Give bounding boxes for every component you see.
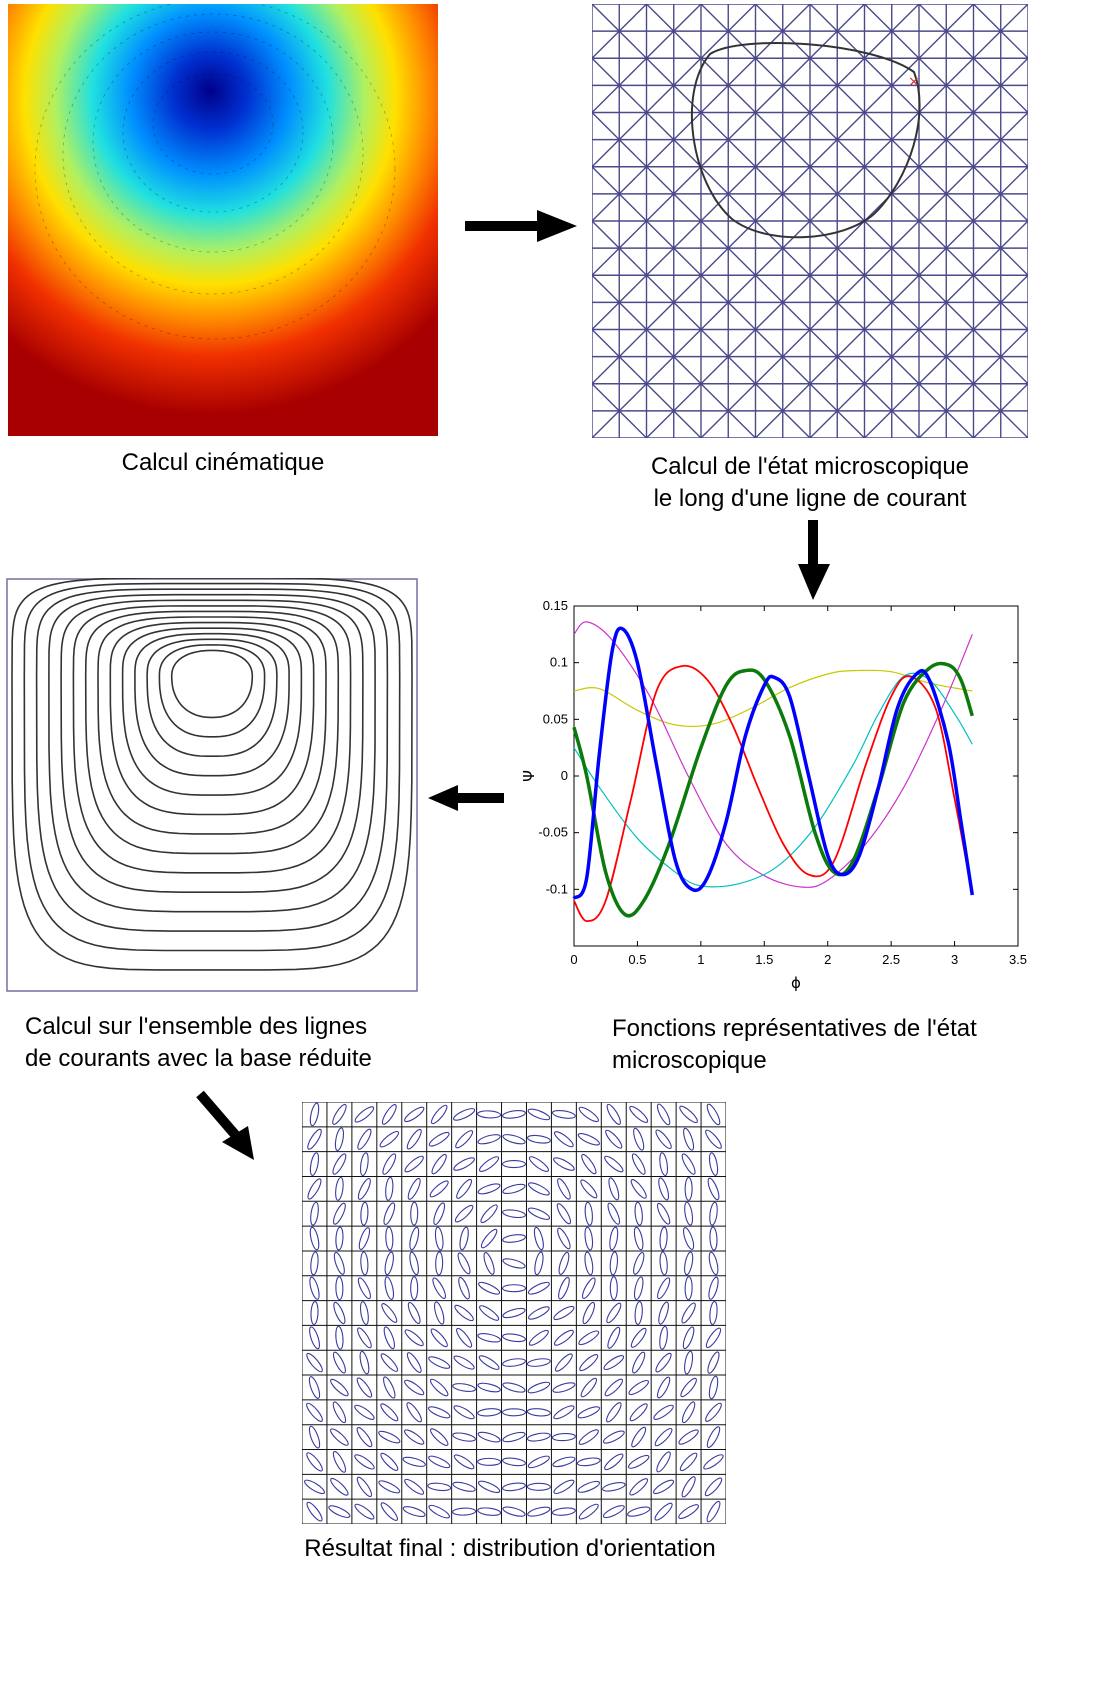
caption-streamlines-line2: de courants avec la base réduite <box>25 1045 372 1072</box>
y-axis-label: Ψ <box>520 770 538 782</box>
x-tick-label: 3 <box>951 952 958 967</box>
orientation-distribution <box>302 1102 726 1524</box>
caption-functions-line1: Fonctions représentatives de l'état <box>612 1015 977 1042</box>
orientation-ellipses <box>304 1102 724 1523</box>
arrow-diagonal-icon <box>196 1090 260 1162</box>
x-tick-label: 0.5 <box>628 952 646 967</box>
y-tick-label: 0.15 <box>543 598 568 613</box>
caption-streamlines-line1: Calcul sur l'ensemble des lignes <box>25 1013 368 1040</box>
functions-chart: 0 0.5 1 1.5 2 2.5 3 3.5 -0.1 -0.05 0 0.05 0.1 0.15 ϕ Ψ <box>520 596 1028 1002</box>
y-tick-label: 0.1 <box>550 655 568 670</box>
x-tick-label: 3.5 <box>1009 952 1027 967</box>
y-tick-label: 0 <box>561 768 568 783</box>
x-tick-label: 2 <box>824 952 831 967</box>
streamlines-panel <box>6 578 418 992</box>
x-tick-label: 1.5 <box>755 952 773 967</box>
mesh-grid <box>592 4 1028 438</box>
micro-mesh: × <box>592 4 1028 438</box>
kinematic-heatmap <box>8 4 438 436</box>
x-tick-label: 0 <box>570 952 577 967</box>
series-line-5 <box>572 661 974 918</box>
x-tick-label: 2.5 <box>882 952 900 967</box>
x-tick-label: 1 <box>697 952 704 967</box>
y-tick-label: -0.1 <box>546 881 568 896</box>
orientation-grid <box>302 1102 726 1524</box>
series-line-1 <box>573 669 973 728</box>
plot-area <box>573 605 1019 947</box>
caption-micro-line2: le long d'une ligne de courant <box>653 485 967 512</box>
caption-functions-line2: microscopique <box>612 1047 767 1074</box>
y-tick-label: -0.05 <box>538 825 568 840</box>
series-line-6 <box>572 626 975 900</box>
caption-micro-line1: Calcul de l'état microscopique <box>650 453 970 480</box>
caption-kinematic: Calcul cinématique <box>121 449 325 476</box>
arrow-left-icon <box>428 784 504 812</box>
x-axis-label: ϕ <box>791 974 801 992</box>
streamline-curve <box>690 42 921 239</box>
arrow-right-icon <box>465 208 577 244</box>
marker-icon: × <box>908 74 920 90</box>
caption-final: Résultat final : distribution d'orientat… <box>304 1535 716 1562</box>
y-tick-label: 0.05 <box>543 711 568 726</box>
contour-lines <box>11 578 413 971</box>
arrow-down-icon <box>796 520 832 600</box>
